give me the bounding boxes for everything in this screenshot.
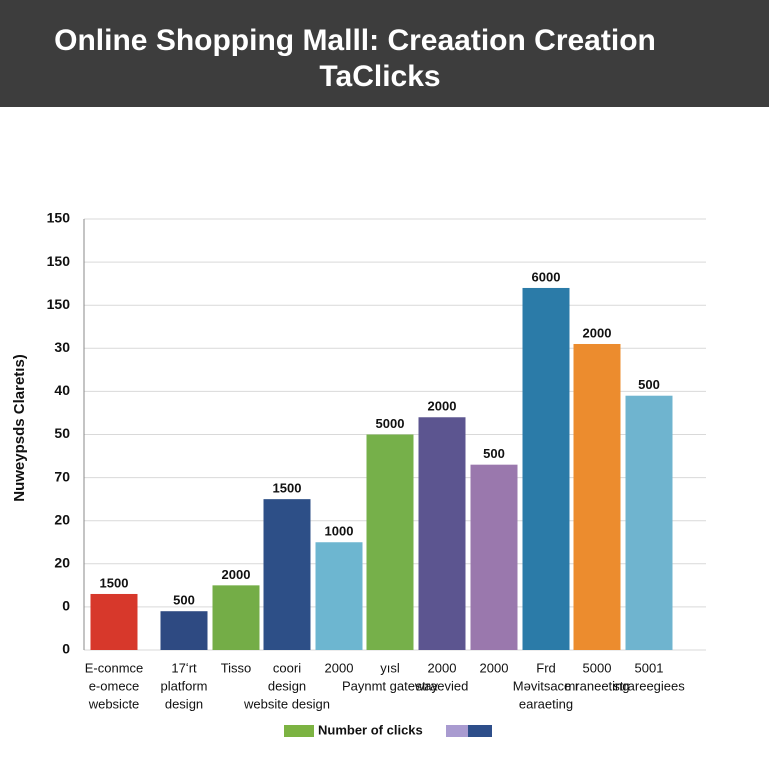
- x-tick-label: E-conmce: [85, 660, 144, 675]
- x-tick-label: 17ʻrt: [171, 660, 197, 675]
- bar: [366, 434, 414, 650]
- y-tick-label: 20: [54, 555, 70, 571]
- y-tick-label: 30: [54, 339, 70, 355]
- y-tick-label: 20: [54, 511, 70, 527]
- x-tick-label: 5000: [583, 660, 612, 675]
- y-tick-label: 0: [62, 598, 70, 614]
- x-tick-label: Frd: [536, 660, 556, 675]
- x-tick-label: design: [165, 696, 203, 711]
- y-axis-label: Nuweypsds Claretıs): [11, 354, 28, 502]
- x-tick-label: strareegiees: [613, 678, 685, 693]
- bar-annotation: 2000: [428, 399, 457, 414]
- bar: [418, 417, 466, 650]
- x-tick-label: website design: [243, 696, 330, 711]
- bar: [160, 611, 208, 650]
- x-tick-label: websicte: [88, 696, 140, 711]
- y-tick-label: 150: [47, 296, 71, 312]
- legend-label: Number of clicks: [318, 722, 423, 737]
- y-tick-label: 70: [54, 468, 70, 484]
- x-tick-label: 2000: [325, 660, 354, 675]
- x-tick-label: design: [268, 678, 306, 693]
- bar-annotation: 500: [638, 377, 660, 392]
- bar-annotation: 1500: [100, 575, 129, 590]
- x-tick-label: Tisso: [221, 660, 252, 675]
- bar: [470, 464, 518, 650]
- x-tick-label: 2000: [480, 660, 509, 675]
- x-tick-label: platform: [161, 678, 208, 693]
- x-tick-label: e-omece: [89, 678, 140, 693]
- bar-annotation: 5000: [376, 416, 405, 431]
- chart-title: Online Shopping Malll: Creaation Creatio…: [54, 24, 656, 57]
- y-tick-label: 150: [47, 210, 71, 226]
- bar: [522, 287, 570, 650]
- legend-swatch: [284, 725, 314, 737]
- bar: [263, 499, 311, 650]
- y-tick-label: 150: [47, 253, 71, 269]
- x-tick-label: 5001: [635, 660, 664, 675]
- y-tick-label: 0: [62, 641, 70, 657]
- x-tick-label: Paynmt gateway: [342, 678, 439, 693]
- x-tick-label: earaeting: [519, 696, 573, 711]
- bar-annotation: 500: [173, 593, 195, 608]
- y-tick-label: 40: [54, 382, 70, 398]
- bar: [90, 593, 138, 650]
- x-tick-label: mraneeting: [564, 678, 629, 693]
- bar-annotation: 1500: [273, 481, 302, 496]
- bar-annotation: 500: [483, 446, 505, 461]
- x-tick-label: 2000: [428, 660, 457, 675]
- bar: [315, 542, 363, 650]
- x-tick-label: coori: [273, 660, 301, 675]
- bar-annotation: 1000: [325, 524, 354, 539]
- bar-annotation: 2000: [222, 567, 251, 582]
- bar: [625, 395, 673, 650]
- header-band: [0, 0, 769, 107]
- x-tick-label: yısl: [380, 660, 400, 675]
- bar: [212, 585, 260, 650]
- y-tick-label: 50: [54, 425, 70, 441]
- x-tick-label: Məvitsace r: [513, 678, 580, 693]
- bar-annotation: 6000: [532, 269, 561, 284]
- legend-swatch: [446, 725, 468, 737]
- x-tick-label: straevied: [416, 678, 469, 693]
- legend-swatch: [468, 725, 492, 737]
- bar: [573, 343, 621, 650]
- chart-title: TaClicks: [319, 60, 440, 93]
- bar-annotation: 2000: [583, 325, 612, 340]
